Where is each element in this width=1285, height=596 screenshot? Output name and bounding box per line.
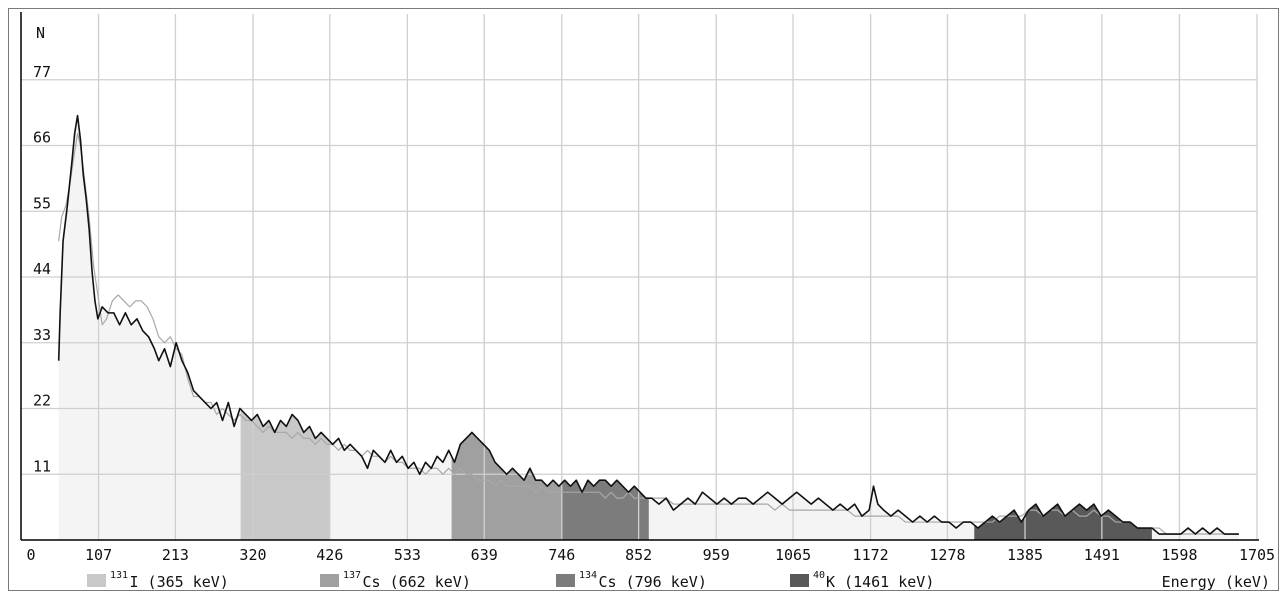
grid-layer	[21, 14, 1258, 540]
x-tick-label: 1598	[1161, 546, 1197, 564]
y-tick-label: 22	[33, 392, 51, 410]
axes-layer: 0 107 213 320 426 533 639 746 852 959 1065 1172 1278…	[20, 12, 1275, 564]
legend-swatch	[556, 574, 575, 587]
x-tick-label: 639	[471, 546, 498, 564]
x-tick-label: 0	[26, 546, 35, 564]
x-tick-label: 1705	[1239, 546, 1275, 564]
legend-swatch	[790, 574, 809, 587]
x-tick-label: 320	[239, 546, 266, 564]
legend-superscript: 134	[579, 570, 597, 581]
series-line-0	[57, 114, 1239, 535]
series-line-1	[58, 132, 1239, 535]
x-tick-label: 1065	[775, 546, 811, 564]
legend-superscript: 40	[813, 570, 825, 581]
y-tick-label: 55	[33, 194, 51, 212]
series-layer	[57, 114, 1239, 535]
region-fill-2	[561, 480, 649, 540]
spectrum-fill-layer	[58, 115, 1239, 540]
y-tick-label: 44	[33, 260, 51, 278]
x-tick-label: 1172	[853, 546, 889, 564]
spectrum-background-fill	[58, 115, 1239, 540]
legend-label: Cs (796 keV)	[599, 573, 707, 591]
x-tick-label: 1278	[929, 546, 965, 564]
x-tick-label: 533	[394, 546, 421, 564]
x-tick-label: 1385	[1007, 546, 1043, 564]
x-tick-label: 959	[703, 546, 730, 564]
x-tick-label: 746	[548, 546, 575, 564]
x-tick-label: 213	[162, 546, 189, 564]
legend-label: Cs (662 keV)	[363, 573, 471, 591]
legend-superscript: 131	[110, 570, 128, 581]
x-tick-label: 107	[85, 546, 112, 564]
y-axis-label: N	[36, 24, 45, 42]
region-fill-3	[974, 504, 1152, 540]
x-axis-label: Energy (keV)	[1162, 573, 1270, 591]
legend-label: K (1461 keV)	[826, 573, 934, 591]
x-tick-label: 426	[316, 546, 343, 564]
y-tick-label: 33	[33, 326, 51, 344]
x-tick-label: 1491	[1084, 546, 1120, 564]
legend-swatch	[87, 574, 106, 587]
legend-label: I (365 keV)	[130, 573, 229, 591]
legend-superscript: 137	[343, 570, 361, 581]
y-tick-label: 11	[33, 457, 51, 475]
legend: 131 I (365 keV) 137 Cs (662 keV) 134 Cs (7…	[87, 570, 934, 591]
x-tick-label: 852	[625, 546, 652, 564]
y-tick-label: 77	[33, 63, 51, 81]
y-tick-label: 66	[33, 129, 51, 147]
legend-swatch	[320, 574, 339, 587]
